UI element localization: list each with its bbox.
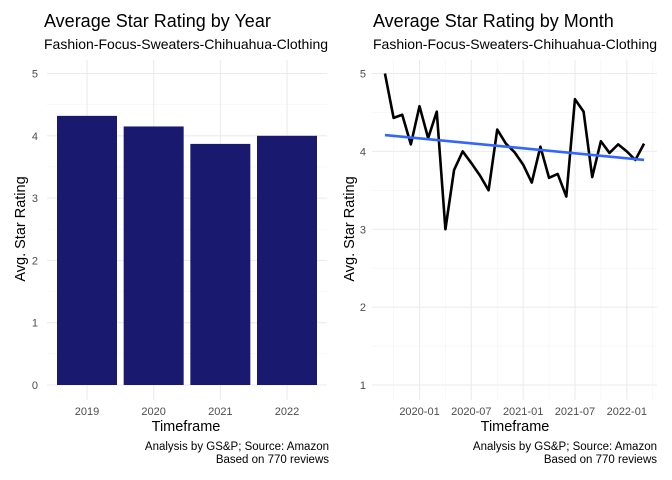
- x-tick-label: 2020-07: [451, 406, 491, 418]
- chart-title: Average Star Rating by Month: [373, 11, 614, 31]
- y-tick-label: 5: [32, 69, 38, 81]
- caption-reviews: Based on 770 reviews: [544, 454, 657, 466]
- chart-year: Average Star Rating by Year Fashion-Focu…: [13, 11, 329, 466]
- y-axis-title: Avg. Star Rating: [13, 176, 29, 281]
- grid: [372, 60, 657, 400]
- bar-2021: [190, 143, 251, 385]
- caption-source: Analysis by GS&P; Source: Amazon: [145, 441, 329, 453]
- x-tick-label: 2020-01: [399, 406, 439, 418]
- y-tick-label: 2: [360, 302, 366, 314]
- lines: [383, 73, 646, 231]
- y-tick-label: 3: [360, 224, 366, 236]
- y-tick-labels: 1 2 3 4 5: [360, 69, 366, 393]
- y-axis-title: Avg. Star Rating: [342, 176, 358, 281]
- x-axis-title: Timeframe: [152, 419, 221, 435]
- x-tick-label: 2021: [208, 406, 232, 418]
- y-tick-label: 5: [360, 69, 366, 81]
- x-axis-title: Timeframe: [481, 419, 550, 435]
- y-tick-label: 4: [32, 131, 38, 143]
- x-tick-labels: 2019 2020 2021 2022: [75, 406, 299, 418]
- y-tick-label: 0: [32, 380, 38, 392]
- x-tick-label: 2022-01: [607, 406, 647, 418]
- y-tick-label: 2: [32, 255, 38, 267]
- trend-line: [384, 133, 645, 162]
- bars: [57, 115, 317, 385]
- x-tick-label: 2019: [75, 406, 99, 418]
- y-tick-label: 1: [32, 318, 38, 330]
- y-tick-labels: 0 1 2 3 4 5: [32, 69, 38, 393]
- chart-title: Average Star Rating by Year: [44, 11, 271, 31]
- chart-month: Average Star Rating by Month Fashion-Foc…: [342, 11, 657, 466]
- y-tick-label: 3: [32, 193, 38, 205]
- caption-reviews: Based on 770 reviews: [216, 454, 329, 466]
- x-tick-labels: 2020-01 2020-07 2021-01 2021-07 2022-01: [399, 406, 647, 418]
- bar-2020: [123, 126, 184, 385]
- x-tick-label: 2022: [275, 406, 299, 418]
- x-tick-label: 2021-07: [555, 406, 595, 418]
- x-tick-label: 2020: [141, 406, 165, 418]
- y-tick-label: 4: [360, 146, 366, 158]
- bar-2019: [57, 115, 117, 385]
- caption-source: Analysis by GS&P; Source: Amazon: [473, 441, 657, 453]
- bar-2022: [257, 135, 317, 385]
- chart-subtitle: Fashion-Focus-Sweaters-Chihuahua-Clothin…: [44, 36, 328, 52]
- y-tick-label: 1: [360, 380, 366, 392]
- x-tick-label: 2021-01: [503, 406, 543, 418]
- chart-subtitle: Fashion-Focus-Sweaters-Chihuahua-Clothin…: [373, 36, 657, 52]
